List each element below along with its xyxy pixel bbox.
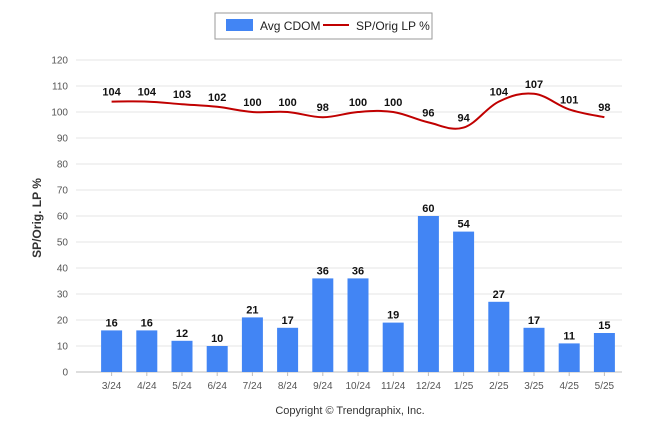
line-series: [111, 92, 605, 130]
line-data-labels: 104 104 103 102 100 100 98 100 100 96 94 104 107 101 9…: [102, 79, 610, 125]
line-value-label: 104: [102, 87, 121, 99]
y-tick-label: 0: [62, 368, 68, 379]
y-tick-label: 80: [57, 160, 69, 171]
bar-value-label: 19: [387, 310, 399, 322]
bar-value-label: 60: [422, 203, 434, 215]
bar[interactable]: [453, 231, 475, 372]
y-axis-ticks: 0 10 20 30 40 50 60 70 80 90 100 110 120: [51, 56, 68, 379]
grid: [76, 59, 622, 373]
y-tick-label: 10: [57, 342, 69, 353]
line-value-label: 104: [490, 87, 509, 99]
bar-value-label: 54: [457, 219, 470, 231]
bar-value-label: 21: [246, 304, 258, 316]
x-tick-label: 12/24: [416, 381, 441, 392]
x-axis-ticks: 3/24 4/24 5/24 6/24 7/24 8/24 9/24 10/24 11/24 12…: [102, 372, 615, 392]
x-tick-label: 11/24: [381, 381, 406, 392]
x-tick-label: 6/24: [207, 381, 227, 392]
bar[interactable]: [277, 327, 299, 372]
x-tick-label: 2/25: [489, 381, 509, 392]
y-tick-label: 20: [57, 316, 69, 327]
x-tick-label: 9/24: [313, 381, 333, 392]
bar-value-label: 17: [528, 315, 540, 327]
x-tick-label: 4/25: [559, 381, 579, 392]
legend[interactable]: Avg CDOM SP/Orig LP %: [214, 12, 433, 40]
bar-value-label: 16: [141, 317, 153, 329]
x-tick-label: 3/24: [102, 381, 122, 392]
line-value-label: 100: [349, 97, 367, 109]
line-value-label: 102: [208, 92, 226, 104]
line-value-label: 107: [525, 79, 543, 91]
line-value-label: 98: [317, 102, 329, 114]
bar[interactable]: [417, 216, 439, 372]
bar-value-label: 12: [176, 328, 188, 340]
line-value-label: 98: [598, 102, 610, 114]
line-value-label: 96: [422, 107, 434, 119]
bar-value-label: 36: [317, 265, 329, 277]
bar[interactable]: [593, 333, 615, 372]
y-tick-label: 70: [57, 186, 69, 197]
bars: [101, 216, 615, 372]
line-value-label: 100: [243, 97, 261, 109]
y-tick-label: 100: [51, 108, 68, 119]
bar[interactable]: [523, 327, 545, 372]
bar-value-label: 11: [563, 330, 575, 342]
x-tick-label: 5/25: [595, 381, 615, 392]
legend-swatch-bar: [226, 19, 253, 31]
y-axis-label: SP/Orig. LP %: [30, 178, 44, 258]
bar-value-label: 15: [598, 320, 610, 332]
bar[interactable]: [382, 322, 404, 372]
y-tick-label: 120: [51, 56, 68, 67]
x-tick-label: 1/25: [454, 381, 474, 392]
x-tick-label: 7/24: [243, 381, 263, 392]
y-tick-label: 30: [57, 290, 69, 301]
bar-value-label: 16: [105, 317, 117, 329]
y-tick-label: 40: [57, 264, 69, 275]
bar-value-label: 27: [493, 289, 505, 301]
y-tick-label: 50: [57, 238, 69, 249]
bar[interactable]: [101, 330, 123, 372]
line-value-label: 94: [457, 113, 470, 125]
bar-value-label: 10: [211, 333, 223, 345]
legend-label-line[interactable]: SP/Orig LP %: [356, 19, 430, 33]
bar[interactable]: [558, 343, 580, 372]
bar[interactable]: [171, 340, 193, 372]
bar-data-labels: 16 16 12 10 21 17 36 36 19 60 54 27 17 11 15: [105, 203, 610, 345]
bar-value-label: 17: [281, 315, 293, 327]
bar[interactable]: [136, 330, 158, 372]
x-tick-label: 4/24: [137, 381, 157, 392]
bar[interactable]: [312, 278, 334, 372]
bar[interactable]: [241, 317, 263, 372]
sp-orig-lp-line[interactable]: [111, 92, 605, 130]
bar-value-label: 36: [352, 265, 364, 277]
y-tick-label: 60: [57, 212, 69, 223]
line-value-label: 104: [138, 87, 157, 99]
y-tick-label: 90: [57, 134, 69, 145]
line-value-label: 100: [278, 97, 296, 109]
y-tick-label: 110: [52, 82, 68, 93]
x-tick-label: 10/24: [345, 381, 370, 392]
x-tick-label: 3/25: [524, 381, 544, 392]
line-value-label: 103: [173, 89, 191, 101]
line-value-label: 100: [384, 97, 402, 109]
x-tick-label: 8/24: [278, 381, 298, 392]
bar[interactable]: [347, 278, 369, 372]
copyright-footer: Copyright © Trendgraphix, Inc.: [275, 405, 424, 417]
x-tick-label: 5/24: [172, 381, 192, 392]
legend-label-bar[interactable]: Avg CDOM: [260, 19, 320, 33]
bar[interactable]: [488, 301, 510, 372]
bar[interactable]: [206, 346, 228, 372]
line-value-label: 101: [560, 94, 578, 106]
